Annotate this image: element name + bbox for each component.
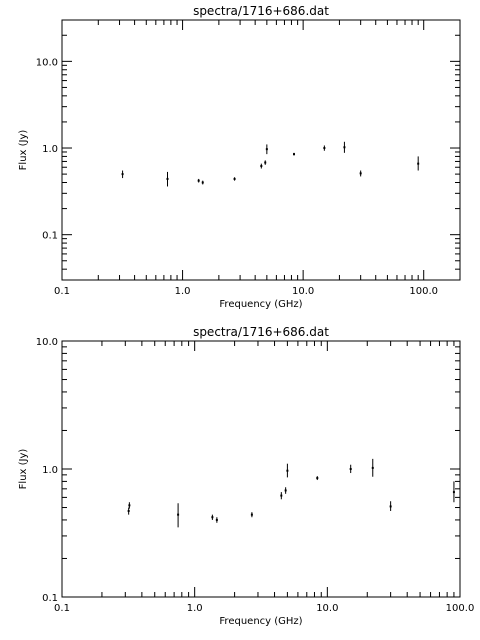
x-tick-label: 0.1	[54, 603, 70, 614]
data-point	[177, 503, 180, 528]
y-axis-label: Flux (Jy)	[18, 130, 29, 171]
x-tick-label: 10.0	[316, 603, 338, 614]
point-marker	[293, 153, 296, 156]
x-tick-label: 100.0	[446, 603, 475, 614]
data-point	[371, 458, 374, 477]
data-point	[233, 177, 236, 181]
x-axis-label: Frequency (GHz)	[219, 616, 302, 627]
data-point	[197, 178, 200, 183]
data-point	[293, 152, 296, 156]
x-tick-label: 1.0	[187, 603, 203, 614]
data-point	[286, 463, 289, 478]
x-tick-label: 100.0	[409, 286, 438, 297]
point-marker	[316, 477, 319, 480]
x-tick-label: 10.0	[292, 286, 314, 297]
top-panel: spectra/1716+686.dat Frequency (GHz) Flu…	[18, 4, 461, 310]
data-point	[215, 517, 218, 523]
point-marker	[349, 468, 352, 470]
point-marker	[211, 516, 214, 519]
y-tick-label: 1.0	[42, 465, 58, 476]
point-marker	[197, 179, 200, 182]
point-marker	[417, 162, 420, 165]
point-marker	[260, 165, 263, 168]
data-point	[211, 514, 214, 520]
x-tick-label: 1.0	[175, 286, 191, 297]
point-marker	[265, 148, 268, 151]
point-marker	[250, 513, 253, 516]
point-marker	[280, 494, 283, 497]
data-point	[417, 156, 420, 171]
point-marker	[284, 489, 287, 492]
data-point	[128, 502, 131, 509]
chart-title: spectra/1716+686.dat	[193, 325, 329, 339]
point-marker	[166, 177, 169, 180]
point-marker	[389, 505, 392, 508]
data-point	[260, 163, 263, 169]
data-point	[359, 170, 362, 177]
point-marker	[264, 161, 267, 164]
x-axis-label: Frequency (GHz)	[219, 299, 302, 310]
plot-frame	[61, 19, 461, 281]
data-point	[201, 180, 204, 185]
data-point	[284, 487, 287, 494]
point-marker	[359, 172, 362, 175]
point-marker	[128, 504, 131, 507]
y-tick-label: 0.1	[42, 593, 58, 604]
chart-title: spectra/1716+686.dat	[193, 4, 329, 18]
data-point	[343, 141, 346, 153]
data-point	[265, 144, 268, 155]
y-tick-label: 10.0	[36, 57, 58, 68]
data-point	[323, 145, 326, 151]
data-point	[452, 481, 455, 503]
point-marker	[323, 147, 326, 150]
point-marker	[121, 173, 124, 176]
y-tick-label: 10.0	[36, 337, 58, 348]
point-marker	[286, 469, 289, 472]
point-marker	[215, 518, 218, 521]
data-point	[349, 464, 352, 474]
point-marker	[127, 509, 130, 512]
point-marker	[201, 181, 204, 184]
x-tick-label: 0.1	[54, 286, 70, 297]
point-marker	[177, 513, 180, 516]
point-marker	[371, 466, 374, 469]
bottom-panel: spectra/1716+686.dat Frequency (GHz) Flu…	[18, 325, 474, 627]
data-point	[316, 476, 319, 481]
data-point	[264, 160, 267, 165]
y-tick-label: 1.0	[42, 144, 58, 155]
data-point	[166, 171, 169, 187]
data-point	[389, 501, 392, 511]
data-point	[127, 507, 130, 515]
data-point	[121, 170, 124, 179]
plot-frame	[61, 340, 461, 598]
y-axis-label: Flux (Jy)	[18, 449, 29, 490]
y-tick-label: 0.1	[42, 231, 58, 242]
data-point	[250, 512, 253, 518]
point-marker	[233, 177, 236, 180]
point-marker	[452, 491, 455, 494]
data-point	[280, 492, 283, 500]
point-marker	[343, 146, 346, 149]
